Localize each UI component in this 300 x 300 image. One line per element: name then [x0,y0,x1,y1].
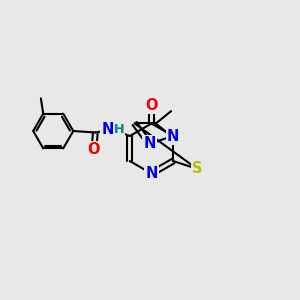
Text: O: O [88,142,100,157]
Text: N: N [101,122,114,137]
Text: S: S [192,161,202,176]
Text: N: N [167,128,179,143]
Text: O: O [145,98,158,113]
Text: N: N [145,166,158,181]
Text: H: H [108,123,119,136]
Text: H: H [114,123,125,136]
Text: N: N [143,136,155,151]
